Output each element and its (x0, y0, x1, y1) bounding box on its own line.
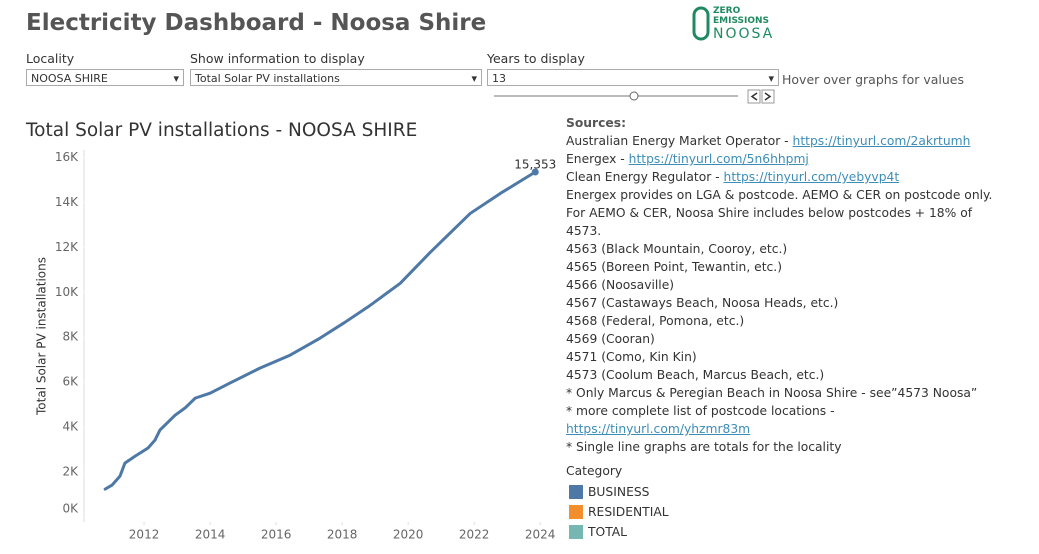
control-label: Locality (26, 51, 75, 66)
source-line: 4568 (Federal, Pomona, etc.) (566, 312, 992, 330)
source-text: * Only Marcus & Peregian Beach in Noosa … (566, 386, 978, 400)
source-link[interactable]: https://tinyurl.com/yebyvp4t (723, 170, 900, 184)
locality-dropdown[interactable]: NOOSA SHIRE (26, 69, 184, 87)
logo-line: EMISSIONS (713, 16, 770, 26)
source-line: 4567 (Castaways Beach, Noosa Heads, etc.… (566, 294, 992, 312)
dashboard-title: Electricity Dashboard - Noosa Shire (26, 10, 487, 36)
source-text: 4573. (566, 224, 602, 238)
source-line: 4569 (Cooran) (566, 330, 992, 348)
source-text: For AEMO & CER, Noosa Shire includes bel… (566, 206, 973, 220)
data-line (103, 170, 537, 491)
x-tick-label: 2016 (261, 528, 292, 542)
legend-title: Category (566, 464, 623, 478)
source-text: 4566 (Noosaville) (566, 278, 675, 292)
source-text: Clean Energy Regulator - (566, 170, 724, 184)
source-line: 4566 (Noosaville) (566, 276, 992, 294)
x-tick-label: 2014 (195, 528, 226, 542)
x-tick-label: 2018 (327, 528, 358, 542)
legend-label: TOTAL (588, 525, 628, 539)
source-text: 4571 (Como, Kin Kin) (566, 350, 697, 364)
source-line: https://tinyurl.com/yhzmr83m (566, 420, 992, 438)
y-axis-title: Total Solar PV installations (35, 257, 49, 416)
y-tick-label: 4K (62, 420, 79, 434)
y-tick-label: 2K (62, 465, 79, 479)
source-line: 4563 (Black Mountain, Cooroy, etc.) (566, 240, 992, 258)
logo-mark (692, 6, 710, 41)
source-text: 4567 (Castaways Beach, Noosa Heads, etc.… (566, 296, 839, 310)
legend-label: RESIDENTIAL (588, 505, 669, 519)
hint: Hover over graphs for values (782, 72, 964, 87)
chart-title: Total Solar PV installations - NOOSA SHI… (25, 120, 417, 141)
control-label: Years to display (487, 51, 585, 66)
source-text: 4568 (Federal, Pomona, etc.) (566, 314, 745, 328)
logo-text: ZERO EMISSIONS NOOSA (713, 6, 774, 42)
information-dropdown[interactable]: Total Solar PV installations (190, 69, 482, 87)
source-line: 4573. (566, 222, 992, 240)
y-tick-label: 10K (55, 285, 79, 299)
source-text: * Single line graphs are totals for the … (566, 440, 842, 454)
y-tick-label: 6K (62, 375, 79, 389)
legend-swatch (569, 505, 583, 519)
y-tick-label: 12K (55, 240, 79, 254)
y-tick-label: 16K (55, 150, 79, 164)
chart: Total Solar PV installations - NOOSA SHI… (25, 120, 556, 542)
source-link[interactable]: https://tinyurl.com/yhzmr83m (566, 422, 751, 436)
years-slider[interactable] (490, 88, 780, 106)
years-input[interactable]: 13 (487, 69, 779, 87)
sources: Sources: Australian Energy Market Operato… (566, 114, 992, 456)
legend-item[interactable]: BUSINESS (566, 482, 669, 502)
control-label: Show information to display (190, 51, 365, 66)
y-tick-label: 0K (62, 502, 79, 516)
sources-title: Sources: (566, 116, 626, 130)
source-line: Australian Energy Market Operator - http… (566, 132, 992, 150)
source-line: Energex provides on LGA & postcode. AEMO… (566, 186, 992, 204)
source-text: 4569 (Cooran) (566, 332, 655, 346)
y-tick-label: 14K (55, 195, 79, 209)
legend-swatch (569, 525, 583, 539)
source-text: Energex provides on LGA & postcode. AEMO… (566, 188, 993, 202)
data-label: 15,353 (514, 158, 556, 172)
source-link[interactable]: https://tinyurl.com/2akrtumh (792, 134, 971, 148)
x-tick-label: 2012 (129, 528, 160, 542)
source-line: Clean Energy Regulator - https://tinyurl… (566, 168, 992, 186)
legend: Category BUSINESS RESIDENTIAL TOTAL (566, 464, 669, 542)
source-line: 4573 (Coolum Beach, Marcus Beach, etc.) (566, 366, 992, 384)
source-line: Energex - https://tinyurl.com/5n6hhpmj (566, 150, 992, 168)
data-point (531, 168, 539, 176)
logo-line: ZERO (713, 6, 741, 16)
source-line: * more complete list of postcode locatio… (566, 402, 992, 420)
source-line: For AEMO & CER, Noosa Shire includes bel… (566, 204, 992, 222)
source-line: 4565 (Boreen Point, Tewantin, etc.) (566, 258, 992, 276)
logo-line: NOOSA (713, 26, 775, 42)
legend-item[interactable]: RESIDENTIAL (566, 502, 669, 522)
legend-label: BUSINESS (588, 485, 650, 499)
source-text: Australian Energy Market Operator - (566, 134, 793, 148)
y-tick-label: 8K (62, 330, 79, 344)
source-text: 4573 (Coolum Beach, Marcus Beach, etc.) (566, 368, 825, 382)
source-text: Energex - (566, 152, 629, 166)
source-text: * more complete list of postcode locatio… (566, 404, 835, 418)
x-tick-label: 2020 (393, 528, 424, 542)
source-link[interactable]: https://tinyurl.com/5n6hhpmj (628, 152, 809, 166)
source-line: 4571 (Como, Kin Kin) (566, 348, 992, 366)
legend-item[interactable]: TOTAL (566, 522, 669, 542)
source-text: 4565 (Boreen Point, Tewantin, etc.) (566, 260, 783, 274)
x-tick-label: 2024 (525, 528, 556, 542)
source-line: * Single line graphs are totals for the … (566, 438, 992, 456)
legend-swatch (569, 485, 583, 499)
source-line: * Only Marcus & Peregian Beach in Noosa … (566, 384, 992, 402)
x-tick-label: 2022 (459, 528, 490, 542)
source-text: 4563 (Black Mountain, Cooroy, etc.) (566, 242, 788, 256)
